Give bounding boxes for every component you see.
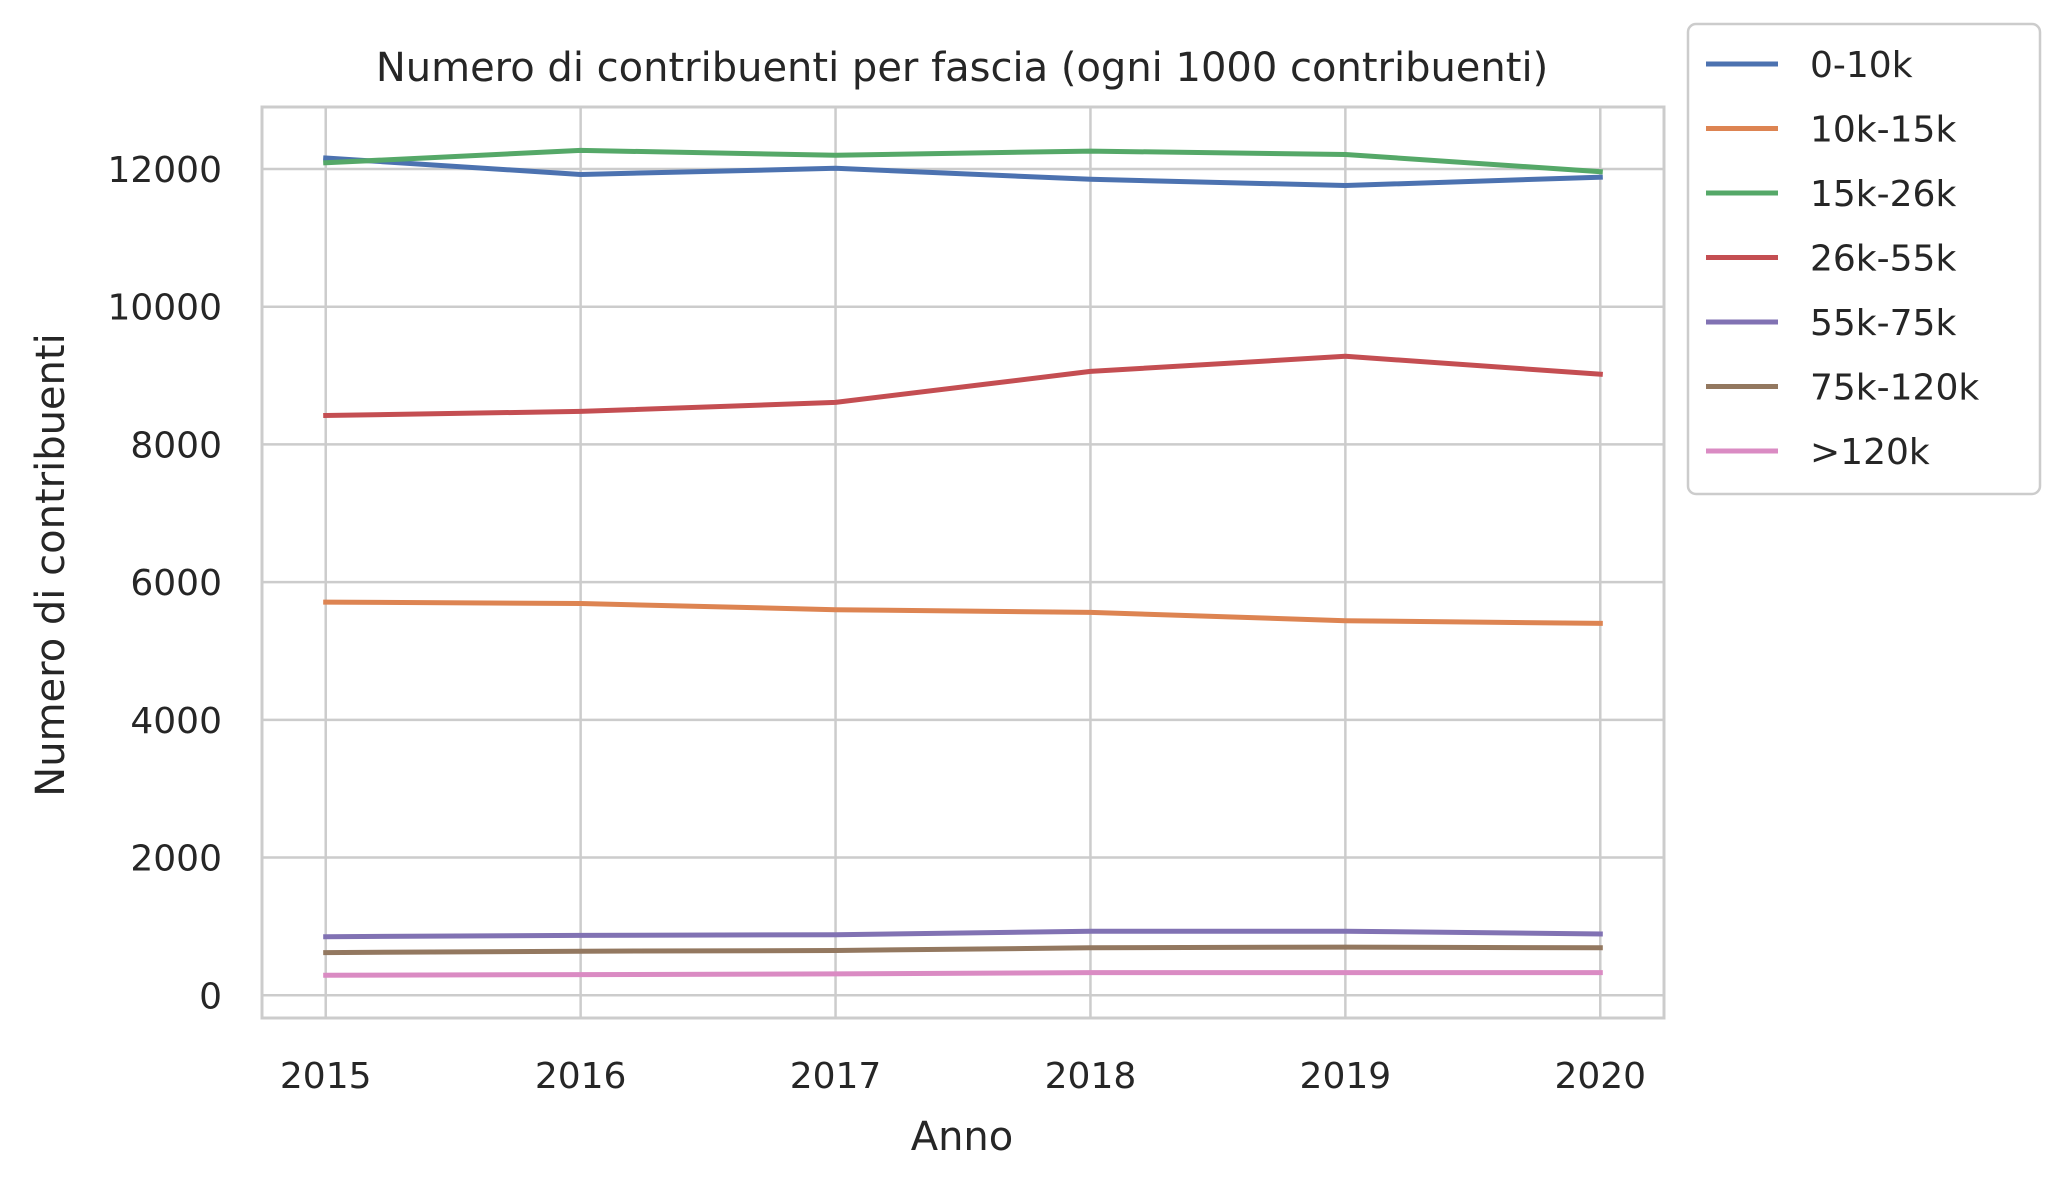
x-tick-labels: 2015 2016 2017 2018 2019 2020 <box>280 1056 1646 1097</box>
x-axis-label: Anno <box>911 1114 1014 1160</box>
x-tick-label: 2020 <box>1554 1056 1646 1097</box>
grid-lines <box>262 107 1664 1018</box>
y-tick-label: 12000 <box>107 150 222 191</box>
legend-label: 10k-15k <box>1810 110 1956 151</box>
legend-label: 75k-120k <box>1810 368 1979 409</box>
series-line-120k <box>323 970 1603 978</box>
legend-label: 55k-75k <box>1810 303 1956 344</box>
x-tick-label: 2017 <box>790 1056 882 1097</box>
series-lines <box>323 147 1603 978</box>
plot-frame <box>260 105 1666 1020</box>
series-line-10k-15k <box>323 599 1603 626</box>
y-tick-label: 4000 <box>130 701 222 742</box>
series-line-55k-75k <box>323 928 1603 940</box>
series-line-0-10k <box>323 155 1603 188</box>
series-line-75k-120k <box>323 944 1603 956</box>
legend-items: 0-10k 10k-15k 15k-26k 26k-55k 55k-75k 75k-120… <box>1706 45 1979 473</box>
series-line-26k-55k <box>323 353 1603 419</box>
legend-label: 26k-55k <box>1810 239 1956 280</box>
series-line-15k-26k <box>323 147 1603 175</box>
y-axis-label: Numero di contribuenti <box>28 333 74 796</box>
chart-title: Numero di contribuenti per fascia (ogni … <box>376 45 1548 91</box>
legend-box <box>1686 22 2042 496</box>
x-tick-label: 2018 <box>1045 1056 1137 1097</box>
y-tick-label: 0 <box>199 976 222 1017</box>
y-tick-label: 2000 <box>130 839 222 880</box>
y-tick-label: 6000 <box>130 563 222 604</box>
x-tick-label: 2015 <box>280 1056 372 1097</box>
y-tick-label: 8000 <box>130 425 222 466</box>
x-tick-label: 2019 <box>1300 1056 1392 1097</box>
x-tick-label: 2016 <box>535 1056 627 1097</box>
legend-label: >120k <box>1810 432 1930 473</box>
y-tick-labels: 0 2000 4000 6000 8000 10000 12000 <box>107 150 222 1017</box>
legend: 0-10k 10k-15k 15k-26k 26k-55k 55k-75k 75k-120… <box>1686 22 2042 496</box>
y-tick-label: 10000 <box>107 288 222 329</box>
legend-label: 15k-26k <box>1810 174 1956 215</box>
legend-label: 0-10k <box>1810 45 1913 86</box>
